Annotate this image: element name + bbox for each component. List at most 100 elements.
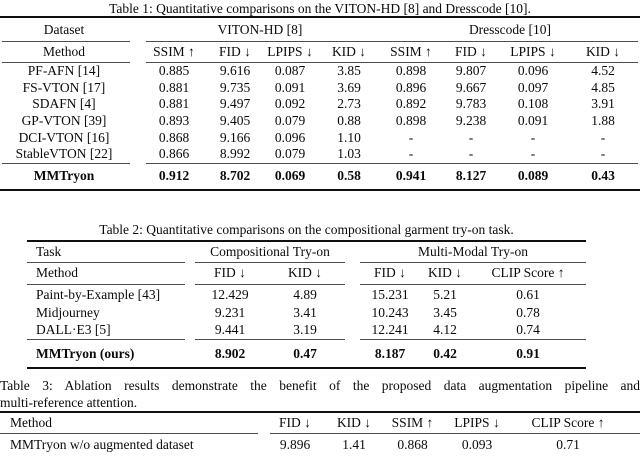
rule-segment: [27, 339, 185, 341]
best-value-cell: 0.43: [591, 168, 615, 184]
table1-best-row: MMTryon 0.912 8.702 0.069 0.58 0.941 8.1…: [0, 164, 640, 189]
table1-cmidrule-mid: [0, 62, 640, 63]
table2-cmidrule-top: [27, 261, 586, 263]
rule-segment: [146, 41, 638, 42]
table-row: DCI-VTON [16] 0.868 9.166 0.096 1.10 - -…: [0, 129, 640, 146]
table1-cmidrule-bottom: [0, 162, 640, 164]
value-cell: 1.41: [342, 437, 366, 453]
value-cell: 0.885: [158, 63, 190, 79]
value-cell: 4.12: [433, 322, 457, 338]
value-cell: 0.079: [274, 113, 306, 129]
value-cell: 0.881: [158, 96, 190, 112]
table1-method-header: Method: [43, 44, 85, 59]
metric-header-cell: CLIP Score ↑: [531, 415, 605, 431]
value-cell: 0.079: [274, 146, 306, 162]
rule-segment: [2, 62, 130, 63]
value-cell: 0.092: [274, 96, 306, 112]
value-cell: -: [600, 129, 606, 145]
rule-segment: [360, 261, 586, 263]
method-cell: DCI-VTON [16]: [18, 129, 110, 145]
value-cell: 9.238: [455, 113, 487, 129]
rule-segment: [2, 162, 130, 164]
value-cell: 9.735: [219, 79, 251, 95]
table1-group-dresscode: Dresscode [10]: [468, 21, 552, 37]
value-cell: -: [530, 129, 536, 145]
best-value-cell: 8.127: [455, 168, 487, 184]
metric-header-cell: LPIPS ↓: [267, 44, 313, 59]
value-cell: 12.429: [211, 287, 249, 303]
value-cell: 0.868: [158, 129, 190, 145]
method-cell: GP-VTON [39]: [21, 113, 107, 129]
table3: Method FID ↓ KID ↓ SSIM ↑ LPIPS ↓ CLIP S…: [0, 411, 640, 456]
table1-group-header-row: Dataset VITON-HD [8] Dresscode [10]: [0, 18, 640, 41]
rule-segment: [360, 339, 586, 341]
table2-bottom-rule: [27, 367, 586, 370]
value-cell: -: [408, 129, 414, 145]
table1: Dataset VITON-HD [8] Dresscode [10] Meth…: [0, 16, 640, 191]
value-cell: 0.866: [158, 146, 190, 162]
table2-top-rule: [27, 239, 586, 242]
value-cell: 9.807: [455, 63, 487, 79]
value-cell: 0.096: [274, 129, 306, 145]
table2-method-header: Method: [36, 265, 78, 281]
rule-segment: [270, 433, 640, 435]
table1-group-vitonhd: VITON-HD [8]: [217, 21, 303, 37]
value-cell: 3.69: [337, 79, 361, 95]
best-value-cell: 0.912: [158, 168, 190, 184]
table2-group-compositional: Compositional Try-on: [210, 243, 330, 259]
value-cell: 0.893: [158, 113, 190, 129]
best-value-cell: 0.941: [395, 168, 427, 184]
value-cell: 2.73: [337, 96, 361, 112]
value-cell: 5.21: [433, 287, 457, 303]
rule-segment: [2, 41, 130, 42]
value-cell: 0.091: [517, 113, 549, 129]
table-row: StableVTON [22] 0.866 8.992 0.079 1.03 -…: [0, 146, 640, 163]
table3-caption-line1: Table 3: Ablation results demonstrate th…: [0, 378, 640, 394]
value-cell: 3.41: [293, 304, 317, 320]
table2: Task Compositional Try-on Multi-Modal Tr…: [27, 239, 586, 370]
value-cell: 0.74: [516, 322, 540, 338]
value-cell: 0.108: [517, 96, 549, 112]
value-cell: 10.243: [371, 304, 409, 320]
table-row: SDAFN [4] 0.881 9.497 0.092 2.73 0.892 9…: [0, 96, 640, 113]
value-cell: 9.405: [219, 113, 251, 129]
rule-segment: [195, 261, 345, 263]
value-cell: 0.71: [556, 437, 580, 453]
value-cell: 0.093: [461, 437, 493, 453]
metric-header-cell: KID ↓: [427, 265, 463, 281]
value-cell: -: [408, 146, 414, 162]
value-cell: 9.896: [279, 437, 311, 453]
best-value-cell: 8.187: [374, 345, 406, 361]
table2-caption: Table 2: Quantitative comparisons on the…: [99, 221, 514, 237]
table-row: GP-VTON [39] 0.893 9.405 0.079 0.88 0.89…: [0, 113, 640, 130]
value-cell: 0.896: [395, 79, 427, 95]
metric-header-cell: KID ↓: [331, 44, 367, 59]
best-value-cell: 0.58: [337, 168, 361, 184]
value-cell: -: [468, 129, 474, 145]
table-row: PF-AFN [14] 0.885 9.616 0.087 3.85 0.898…: [0, 63, 640, 80]
metric-header-cell: KID ↓: [336, 415, 372, 431]
rule-segment: [146, 62, 638, 63]
table2-group-multimodal: Multi-Modal Try-on: [418, 243, 528, 259]
value-cell: 0.88: [337, 113, 361, 129]
method-cell: SDAFN [4]: [32, 96, 96, 112]
table1-dataset-header: Dataset: [43, 21, 85, 37]
table3-method-header: Method: [10, 415, 52, 431]
value-cell: 0.61: [516, 287, 540, 303]
value-cell: 3.45: [433, 304, 457, 320]
value-cell: 9.497: [219, 96, 251, 112]
metric-header-cell: FID ↓: [279, 415, 311, 431]
method-cell: Midjourney: [36, 304, 100, 320]
value-cell: 4.89: [293, 287, 317, 303]
rule-segment: [27, 283, 185, 285]
value-cell: 0.898: [395, 113, 427, 129]
value-cell: 9.166: [219, 129, 251, 145]
table3-top-rule: [0, 411, 640, 414]
best-value-cell: 0.089: [517, 168, 549, 184]
table1-bottom-rule: [0, 188, 640, 191]
table-row: DALL·E3 [5] 9.441 3.19 12.241 4.12 0.74: [27, 322, 586, 340]
value-cell: 1.10: [337, 129, 361, 145]
metric-header-cell: LPIPS ↓: [510, 44, 556, 59]
best-method-cell: MMTryon (ours): [36, 345, 135, 361]
